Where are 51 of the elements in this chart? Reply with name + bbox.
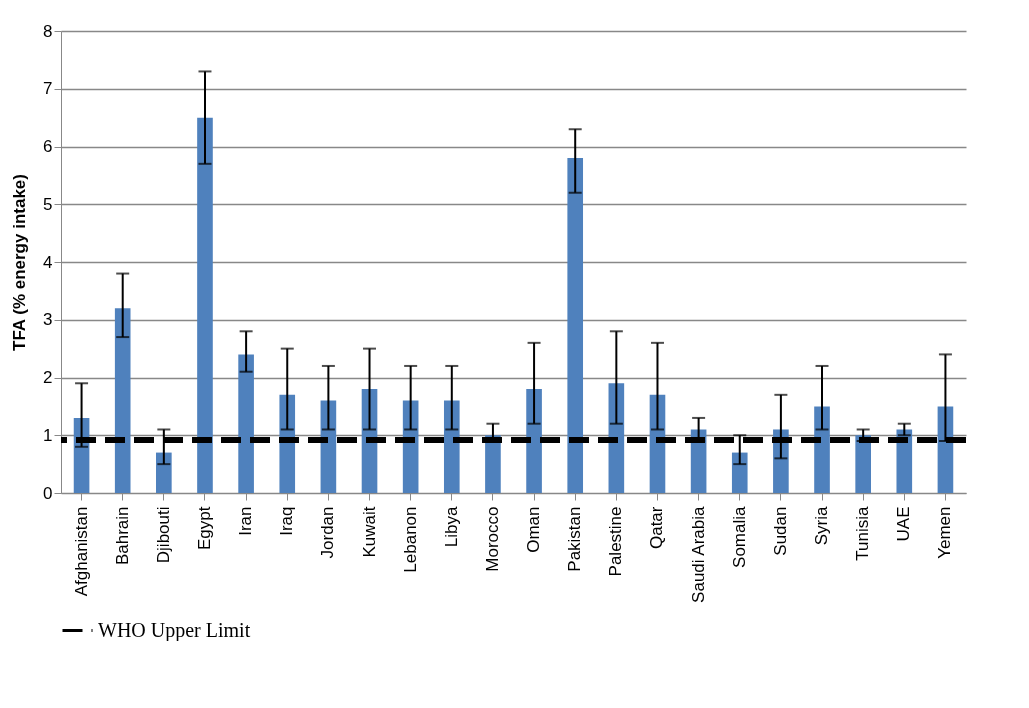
bar — [731, 452, 748, 493]
bar — [567, 158, 584, 493]
bar — [649, 394, 666, 493]
bar — [608, 383, 625, 493]
x-tick-label: Iraq — [277, 506, 297, 536]
bar — [320, 400, 337, 493]
y-tick-label: 0 — [43, 483, 53, 503]
x-tick-label: Sudan — [770, 506, 790, 556]
bar — [238, 354, 254, 493]
x-tick-label: Djibouti — [153, 506, 173, 564]
y-tick-label: 2 — [43, 368, 53, 387]
x-tick-label: Qatar — [647, 506, 667, 550]
bar — [690, 429, 707, 493]
legend-label: WHO Upper Limit — [98, 618, 251, 642]
bar — [156, 452, 172, 493]
x-tick-label: Pakistan — [565, 506, 585, 572]
x-tick-label: Libya — [441, 505, 461, 548]
x-tick-label: Tunisia — [853, 505, 873, 561]
y-tick-label: 7 — [43, 79, 53, 99]
x-tick-label: Yemen — [935, 506, 955, 559]
x-tick-label: Iran — [236, 506, 256, 536]
x-tick-label: Kuwait — [359, 506, 379, 558]
y-tick-label: 1 — [43, 425, 53, 445]
x-tick-label: Saudi Arabia — [688, 505, 708, 603]
x-tick-label: Oman — [524, 506, 544, 553]
x-tick-label: Morocco — [482, 506, 502, 572]
bar — [114, 308, 131, 493]
x-tick-label: Afghanistan — [71, 506, 91, 597]
x-tick-label: Somalia — [729, 505, 749, 568]
bar — [279, 394, 296, 493]
y-tick-label: 4 — [43, 252, 53, 272]
x-tick-label: Lebanon — [400, 506, 420, 573]
x-tick-label: Jordan — [318, 506, 338, 559]
bar — [937, 406, 954, 493]
bar — [197, 117, 213, 493]
x-tick-label: Bahrain — [112, 506, 132, 566]
bar — [402, 400, 419, 493]
bar — [526, 389, 542, 493]
y-tick-label: 5 — [43, 194, 53, 214]
bar — [814, 406, 830, 493]
y-tick-label: 6 — [43, 137, 53, 156]
bar — [896, 429, 913, 493]
y-axis-title: TFA (% energy intake) — [10, 174, 30, 351]
x-tick-label: Syria — [812, 505, 832, 546]
y-tick-label: 3 — [43, 310, 53, 330]
y-tick-label: 8 — [43, 21, 53, 41]
x-tick-label: Egypt — [194, 506, 214, 550]
bar — [855, 435, 871, 493]
x-tick-label: UAE — [894, 506, 914, 542]
bar — [443, 400, 460, 493]
x-tick-label: Palestine — [606, 506, 626, 577]
